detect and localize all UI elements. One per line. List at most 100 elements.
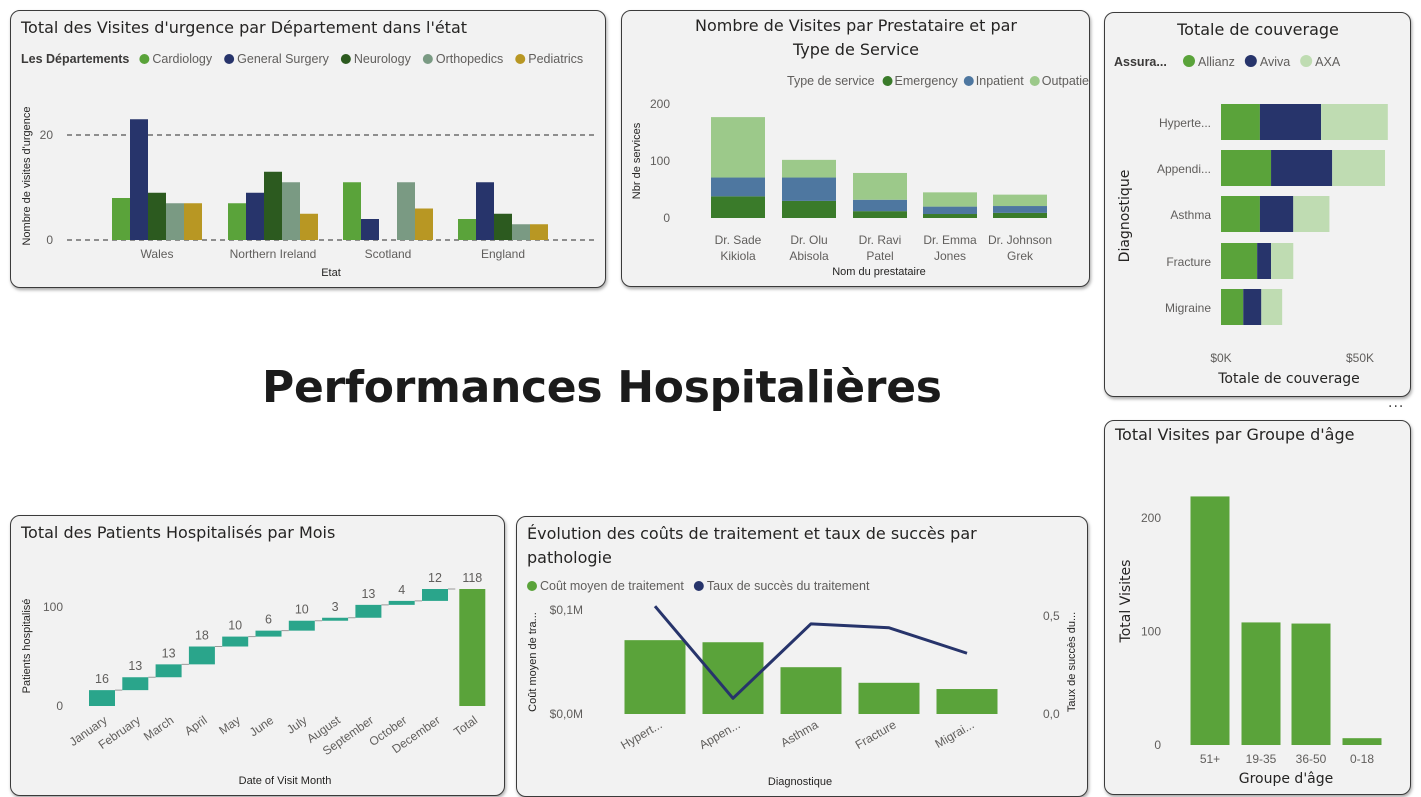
- card-total-coverage[interactable]: Totale de couverage Assura... Allianz Aviva…: [1104, 12, 1411, 397]
- bar-outpatient-4: [993, 194, 1047, 207]
- x-tick-label: Jones: [934, 249, 966, 263]
- bar-allianz-0: [1221, 104, 1260, 140]
- bar-scotland-cardiology: [343, 182, 361, 240]
- x-tick-label: 36-50: [1296, 752, 1327, 766]
- legend-item-aviva-label: Aviva: [1260, 55, 1290, 69]
- card-visits-by-provider[interactable]: Nombre de Visites par Prestataire et par…: [621, 10, 1090, 287]
- more-options-icon[interactable]: ···: [1388, 399, 1405, 415]
- x-tick-label: Fracture: [853, 717, 899, 752]
- legend-item-general-surgery-label: General Surgery: [237, 52, 329, 66]
- card-visits-by-age-group[interactable]: Total Visites par Groupe d'âge 0 100 200 51+…: [1104, 420, 1411, 795]
- bar-february: [122, 677, 149, 691]
- y-tick-label: $0,0M: [550, 707, 583, 721]
- legend-item-emergency-swatch: [882, 76, 893, 86]
- bar-total: [459, 589, 486, 706]
- data-label: 6: [265, 613, 272, 627]
- legend-item-orthopedics-swatch: [422, 54, 433, 64]
- chart-title: Total des Visites d'urgence par Départem…: [20, 18, 467, 37]
- bar-outpatient-3: [923, 192, 977, 207]
- y-tick-label: Fracture: [1166, 255, 1211, 269]
- bar-axa-1: [1332, 150, 1386, 186]
- bar-inpatient-0: [711, 177, 765, 197]
- y-axis-title: Patients hospitalisé: [21, 599, 33, 694]
- data-label: 12: [428, 571, 442, 585]
- bar-england-orthopedics: [512, 224, 530, 240]
- y2-tick-label: 0,0: [1043, 707, 1060, 721]
- chart-title-line-2: Type de Service: [792, 40, 919, 59]
- bar-emergency-2: [853, 211, 907, 218]
- data-label: 18: [195, 629, 209, 643]
- bar-inpatient-2: [853, 199, 907, 212]
- bar-northern-ireland-cardiology: [228, 203, 246, 240]
- x-tick-label: Asthma: [778, 717, 821, 750]
- legend-item-line-swatch: [693, 581, 704, 591]
- bar-wales-neurology: [148, 192, 166, 240]
- bar-july: [288, 620, 315, 631]
- y-tick-label: 100: [43, 600, 63, 614]
- bar-january: [89, 690, 115, 706]
- bar-northern-ireland-pediatrics: [300, 213, 318, 240]
- bar-june: [255, 630, 282, 637]
- legend-item-pediatrics-label: Pediatrics: [528, 52, 583, 66]
- x-tick-label: $50K: [1346, 351, 1374, 365]
- y-axis-title: Nbr de services: [631, 122, 643, 199]
- bar-december: [422, 589, 448, 601]
- y-tick-label: 0: [56, 699, 63, 713]
- legend-item-inpatient-swatch: [963, 76, 974, 86]
- bar-scotland-orthopedics: [397, 182, 415, 240]
- bar-scotland-general-surgery: [361, 219, 379, 240]
- legend-item-neurology-label: Neurology: [354, 52, 412, 66]
- chart-hospitalized-patients-by-month: Total des Patients Hospitalisés par Mois…: [20, 523, 486, 787]
- chart-title: Totale de couverage: [1176, 20, 1339, 39]
- bar-england-general-surgery: [476, 182, 494, 240]
- bar-inpatient-4: [993, 206, 1047, 213]
- legend-item-neurology-swatch: [340, 54, 351, 64]
- page-title: Performances Hospitalières: [262, 362, 942, 413]
- bar-inpatient-3: [923, 206, 977, 215]
- bar-axa-0: [1321, 104, 1388, 140]
- legend-item-emergency-label: Emergency: [895, 74, 959, 88]
- bar-october: [388, 600, 415, 605]
- legend-item-allianz-label: Allianz: [1198, 55, 1235, 69]
- bar-emergency-3: [923, 214, 977, 218]
- card-treatment-cost-and-success[interactable]: Évolution des coûts de traitement et tau…: [516, 516, 1088, 797]
- legend-item-pediatrics-swatch: [515, 54, 526, 64]
- chart-title: Total Visites par Groupe d'âge: [1114, 425, 1354, 444]
- bar-outpatient-2: [853, 172, 907, 200]
- legend-item-outpatient-label: Outpatient: [1042, 74, 1090, 88]
- data-label: 13: [361, 587, 375, 601]
- legend-item-cardiology-label: Cardiology: [152, 52, 213, 66]
- chart-emergency-visits-by-department: Total des Visites d'urgence par Départem…: [20, 18, 597, 279]
- data-label: 3: [332, 600, 339, 614]
- data-label: 4: [398, 583, 405, 597]
- y2-axis-title: Taux de succès du...: [1066, 612, 1078, 712]
- y-tick-label: Asthma: [1170, 208, 1211, 222]
- x-axis-title: Diagnostique: [768, 776, 832, 788]
- x-tick-label: Northern Ireland: [230, 247, 317, 261]
- legend-item-allianz-swatch: [1183, 55, 1195, 67]
- y-tick-label: 0: [663, 211, 670, 225]
- bar-emergency-0: [711, 196, 765, 218]
- y-tick-label: Appendi...: [1157, 162, 1211, 176]
- card-emergency-visits-by-department[interactable]: Total des Visites d'urgence par Départem…: [10, 10, 606, 288]
- bar-emergency-4: [993, 212, 1047, 218]
- y-tick-label: 100: [650, 154, 670, 168]
- x-tick-label: 51+: [1200, 752, 1220, 766]
- bar-age-51+: [1190, 496, 1230, 745]
- bar-age-0-18: [1342, 738, 1382, 745]
- bar-aviva-4: [1243, 289, 1262, 325]
- y-tick-label: 0: [1154, 738, 1161, 752]
- x-tick-label: Wales: [141, 247, 174, 261]
- bar-northern-ireland-orthopedics: [282, 182, 300, 240]
- card-hospitalized-patients-by-month[interactable]: Total des Patients Hospitalisés par Mois…: [10, 515, 505, 796]
- y-tick-label: 20: [40, 128, 54, 142]
- y-tick-label: 200: [1141, 511, 1161, 525]
- x-tick-label: Migrai...: [933, 717, 977, 750]
- bar-scotland-pediatrics: [415, 208, 433, 240]
- bar-northern-ireland-neurology: [264, 171, 282, 240]
- legend-item-line-label: Taux de succès du traitement: [707, 579, 870, 593]
- x-tick-label: Kikiola: [720, 249, 756, 263]
- bar-aviva-2: [1259, 196, 1294, 232]
- bar-axa-4: [1261, 289, 1283, 325]
- legend-item-outpatient-swatch: [1029, 76, 1040, 86]
